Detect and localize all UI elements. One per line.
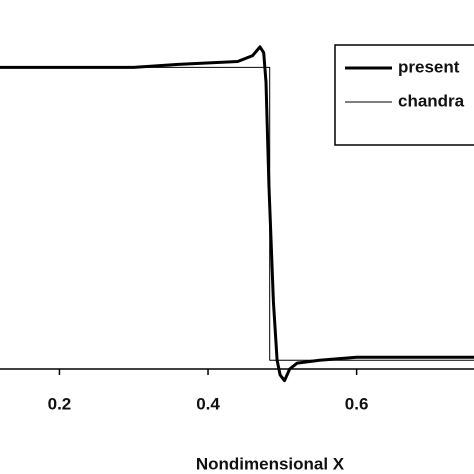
- x-tick-label: 0.6: [345, 394, 369, 413]
- x-tick-label: 0.4: [196, 394, 220, 413]
- legend-label: present: [398, 57, 460, 76]
- data-line: [0, 45, 474, 383]
- x-tick-label: 0.2: [48, 394, 72, 413]
- x-axis-label: Nondimensional X: [196, 454, 345, 473]
- legend-box: [334, 44, 474, 146]
- legend-label: chandra: [398, 91, 465, 110]
